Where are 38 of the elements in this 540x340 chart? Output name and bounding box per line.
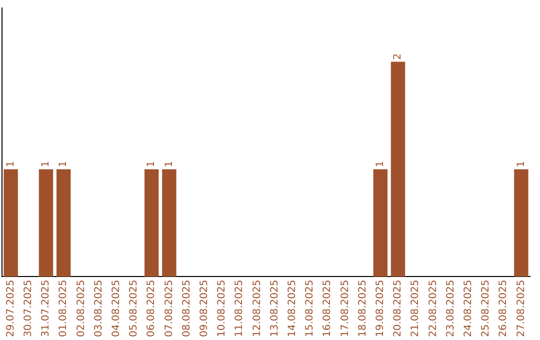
x-tick-label: 29.07.2025 — [5, 280, 16, 338]
x-tick-label: 15.08.2025 — [304, 280, 316, 338]
x-tick-label: 31.07.2025 — [40, 280, 52, 338]
x-tick-label: 19.08.2025 — [374, 280, 386, 338]
x-tick-label: 30.07.2025 — [22, 280, 34, 338]
data-label: 2 — [392, 53, 404, 60]
data-label: 1 — [58, 160, 70, 168]
x-tick-label: 12.08.2025 — [252, 280, 263, 338]
data-label: 1 — [374, 160, 386, 168]
x-tick-label: 02.08.2025 — [76, 280, 87, 338]
x-tick-label: 06.08.2025 — [146, 280, 158, 338]
x-tick-label: 10.08.2025 — [216, 280, 228, 338]
x-tick-label: 03.08.2025 — [93, 280, 104, 338]
x-tick-label: 21.08.2025 — [410, 280, 422, 338]
data-label: 1 — [5, 160, 16, 168]
data-label: 1 — [164, 160, 175, 168]
x-tick-label: 27.08.2025 — [516, 280, 527, 338]
x-tick-label: 08.08.2025 — [181, 280, 192, 338]
x-tick-label: 09.08.2025 — [198, 280, 210, 338]
x-tick-label: 25.08.2025 — [480, 280, 492, 338]
x-tick-label: 13.08.2025 — [269, 280, 280, 338]
x-tick-label: 18.08.2025 — [357, 280, 368, 338]
x-tick-label: 14.08.2025 — [286, 280, 298, 338]
x-tick-label: 17.08.2025 — [340, 280, 351, 338]
data-label: 1 — [40, 160, 52, 168]
x-tick-label: 07.08.2025 — [164, 280, 175, 338]
x-tick-label: 23.08.2025 — [445, 280, 456, 338]
data-label: 1 — [146, 160, 158, 168]
x-tick-label: 20.08.2025 — [392, 280, 404, 338]
x-tick-label: 24.08.2025 — [462, 280, 474, 338]
data-label: 1 — [516, 160, 527, 168]
x-tick-label: 16.08.2025 — [322, 280, 334, 338]
x-tick-label: 22.08.2025 — [428, 280, 439, 338]
x-tick-label: 11.08.2025 — [234, 280, 246, 338]
x-tick-label: 01.08.2025 — [58, 280, 70, 338]
x-tick-label: 04.08.2025 — [110, 280, 122, 338]
x-tick-label: 26.08.2025 — [498, 280, 510, 338]
x-tick-label: 05.08.2025 — [128, 280, 140, 338]
